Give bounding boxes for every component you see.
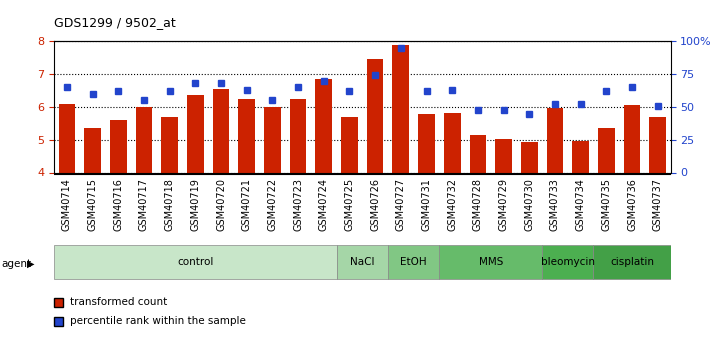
Text: agent: agent bbox=[1, 259, 32, 269]
Bar bbox=[598, 128, 615, 304]
Text: GSM40720: GSM40720 bbox=[216, 178, 226, 231]
Bar bbox=[469, 135, 486, 304]
Text: transformed count: transformed count bbox=[70, 297, 167, 307]
Bar bbox=[367, 59, 384, 304]
Text: ▶: ▶ bbox=[27, 259, 35, 269]
Bar bbox=[58, 104, 75, 304]
Bar bbox=[264, 107, 280, 304]
Text: GSM40714: GSM40714 bbox=[62, 178, 72, 230]
Bar bbox=[439, 245, 542, 279]
Text: MMS: MMS bbox=[479, 257, 503, 267]
Text: bleomycin: bleomycin bbox=[541, 257, 595, 267]
Text: GDS1299 / 9502_at: GDS1299 / 9502_at bbox=[54, 16, 176, 29]
Bar bbox=[624, 105, 640, 304]
Text: cisplatin: cisplatin bbox=[610, 257, 654, 267]
Text: GSM40717: GSM40717 bbox=[139, 178, 149, 231]
Bar bbox=[315, 79, 332, 304]
Text: GSM40736: GSM40736 bbox=[627, 178, 637, 230]
Bar bbox=[162, 117, 178, 304]
Bar bbox=[392, 45, 410, 304]
Bar bbox=[290, 99, 306, 304]
Text: GSM40721: GSM40721 bbox=[242, 178, 252, 231]
Text: GSM40728: GSM40728 bbox=[473, 178, 483, 231]
Text: GSM40735: GSM40735 bbox=[601, 178, 611, 231]
Bar bbox=[239, 99, 255, 304]
Text: GSM40734: GSM40734 bbox=[575, 178, 585, 230]
Bar bbox=[444, 113, 461, 304]
Text: NaCl: NaCl bbox=[350, 257, 374, 267]
Text: GSM40715: GSM40715 bbox=[88, 178, 97, 231]
Text: GSM40716: GSM40716 bbox=[113, 178, 123, 230]
Bar bbox=[187, 96, 204, 304]
Text: GSM40729: GSM40729 bbox=[499, 178, 508, 231]
Bar bbox=[213, 89, 229, 304]
Text: percentile rank within the sample: percentile rank within the sample bbox=[70, 316, 246, 326]
Text: GSM40726: GSM40726 bbox=[370, 178, 380, 231]
Bar bbox=[650, 117, 666, 304]
Text: GSM40737: GSM40737 bbox=[653, 178, 663, 231]
Bar bbox=[110, 120, 127, 304]
Bar bbox=[136, 107, 152, 304]
Bar bbox=[337, 245, 388, 279]
Text: EtOH: EtOH bbox=[400, 257, 427, 267]
Text: control: control bbox=[177, 257, 213, 267]
Text: GSM40719: GSM40719 bbox=[190, 178, 200, 230]
Text: GSM40723: GSM40723 bbox=[293, 178, 303, 231]
Bar bbox=[495, 139, 512, 304]
Text: GSM40730: GSM40730 bbox=[524, 178, 534, 230]
Bar bbox=[593, 245, 671, 279]
Text: GSM40732: GSM40732 bbox=[447, 178, 457, 231]
Text: GSM40733: GSM40733 bbox=[550, 178, 560, 230]
Text: GSM40731: GSM40731 bbox=[422, 178, 431, 230]
Text: GSM40718: GSM40718 bbox=[164, 178, 174, 230]
Bar bbox=[542, 245, 593, 279]
Text: GSM40722: GSM40722 bbox=[267, 178, 278, 231]
Text: GSM40727: GSM40727 bbox=[396, 178, 406, 231]
Bar bbox=[521, 142, 538, 304]
Bar bbox=[388, 245, 439, 279]
Bar bbox=[572, 141, 589, 304]
Bar bbox=[547, 108, 563, 304]
Text: GSM40725: GSM40725 bbox=[345, 178, 355, 231]
Bar bbox=[54, 245, 337, 279]
Bar bbox=[418, 114, 435, 304]
Bar bbox=[341, 117, 358, 304]
Bar bbox=[84, 128, 101, 304]
Text: GSM40724: GSM40724 bbox=[319, 178, 329, 231]
